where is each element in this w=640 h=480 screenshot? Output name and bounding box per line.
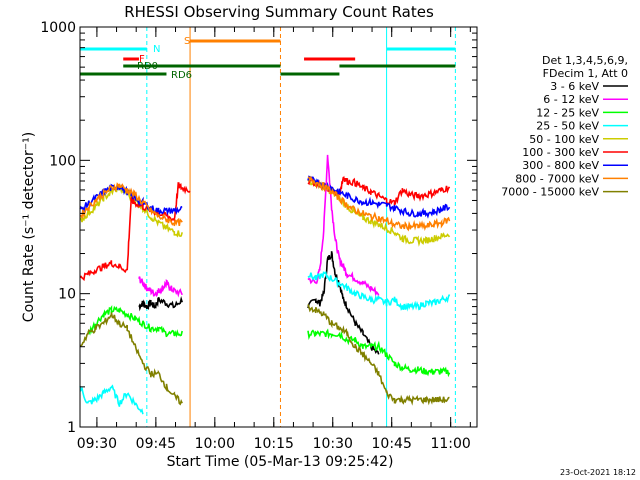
legend-label-5: 100 - 300 keV <box>522 146 599 159</box>
series-line-2-1 <box>307 328 451 378</box>
series-line-2-0 <box>87 304 183 338</box>
legend-label-7: 800 - 7000 keV <box>515 172 599 185</box>
legend-label-1: 6 - 12 keV <box>543 93 599 106</box>
flag-label-f: F <box>139 54 145 65</box>
x-tick-label: 11:00 <box>430 436 470 452</box>
chart-title: RHESSI Observing Summary Count Rates <box>124 3 434 21</box>
series-7000to15000keV <box>79 304 450 406</box>
series-line-6-1 <box>307 175 451 219</box>
legend-label-6: 300 - 800 keV <box>522 159 599 172</box>
flag-label-rd6: RD6 <box>171 70 192 81</box>
series-line-0-0 <box>138 295 183 312</box>
x-tick-label: 10:15 <box>254 436 294 452</box>
series-line-8-1 <box>307 304 450 406</box>
legend-label-4: 50 - 100 keV <box>529 133 599 146</box>
x-tick-label: 09:30 <box>77 436 117 452</box>
plot-frame <box>79 26 478 428</box>
series-line-3-0 <box>79 384 144 415</box>
y-tick-label: 10 <box>58 287 76 303</box>
x-tick-label: 10:00 <box>195 436 235 452</box>
series-line-6-0 <box>79 183 183 216</box>
x-axis-label: Start Time (05-Mar-13 09:25:42) <box>167 454 394 470</box>
series-12to25keV <box>87 304 451 378</box>
series-line-1-0 <box>138 276 183 298</box>
y-tick-label: 100 <box>49 153 76 169</box>
y-axis-label: Count Rate (s⁻¹ detector⁻¹) <box>21 132 37 322</box>
series-line-1-1 <box>307 154 380 297</box>
legend-label-3: 25 - 50 keV <box>536 120 599 133</box>
timestamp: 23-Oct-2021 18:12 <box>560 468 636 477</box>
flag-label-n: N <box>153 44 160 55</box>
x-tick-label: 10:30 <box>313 436 353 452</box>
series-line-7-0 <box>79 182 183 227</box>
series-line-3-1 <box>307 271 451 312</box>
legend-header-1: FDecim 1, Att 0 <box>543 67 628 80</box>
x-tick-label: 10:45 <box>372 436 412 452</box>
legend-label-2: 12 - 25 keV <box>536 106 599 119</box>
legend-header-0: Det 1,3,4,5,6,9, <box>542 54 628 67</box>
flag-label-rd0: RD0 <box>137 61 158 72</box>
y-tick-label: 1000 <box>40 20 76 36</box>
series-300to800keV <box>79 175 451 219</box>
series-25to50keV <box>79 271 451 415</box>
axes-group: 09:30 09:45 10:00 10:15 10:30 10:45 11:00 1 10 10… <box>40 20 477 452</box>
series-line-7-1 <box>307 175 451 232</box>
series-line-8-0 <box>79 312 183 406</box>
vertical-markers <box>146 27 456 427</box>
series-800to7000keV <box>79 175 451 232</box>
x-tick-label: 09:45 <box>136 436 176 452</box>
y-tick-label: 1 <box>67 420 76 436</box>
series-group <box>79 154 451 415</box>
series-50to100keV <box>79 178 451 247</box>
legend-label-0: 3 - 6 keV <box>550 80 599 93</box>
series-6to12keV <box>138 154 380 298</box>
legend: Det 1,3,4,5,6,9,FDecim 1, Att 03 - 6 keV… <box>501 54 628 199</box>
flag-label-s: S <box>184 36 190 47</box>
legend-label-8: 7000 - 15000 keV <box>501 186 599 199</box>
